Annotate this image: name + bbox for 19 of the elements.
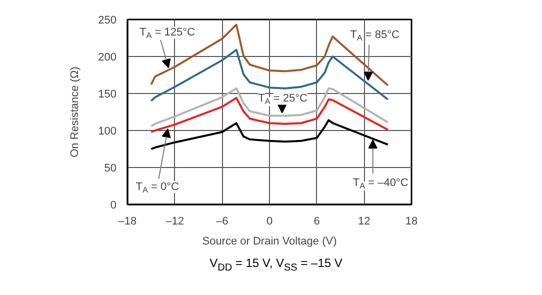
y-tick-label: 200 <box>98 52 117 64</box>
line-series <box>150 48 389 102</box>
x-tick-label: –12 <box>166 216 184 228</box>
x-tick-label: 12 <box>358 216 370 228</box>
line-series <box>150 119 389 150</box>
y-axis-title: On Resistance (Ω) <box>69 66 82 158</box>
y-tick-label: 250 <box>98 14 117 26</box>
y-tick-label: 50 <box>104 162 117 174</box>
x-tick-label: –18 <box>118 216 137 228</box>
y-tick-label: 0 <box>110 200 117 212</box>
y-tick-label: 150 <box>98 88 117 100</box>
line-series <box>150 87 389 128</box>
text: V$_{DD}$ = 15 V, V$_{SS}$ = –15 V <box>210 255 342 276</box>
x-tick-label: 18 <box>405 216 418 228</box>
y-tick-label: 100 <box>98 126 117 138</box>
x-axis-title: Source or Drain Voltage (V) <box>202 236 337 248</box>
x-tick-label: 0 <box>266 216 273 228</box>
x-tick-label: 6 <box>314 216 320 228</box>
x-tick-label: –6 <box>216 216 228 228</box>
